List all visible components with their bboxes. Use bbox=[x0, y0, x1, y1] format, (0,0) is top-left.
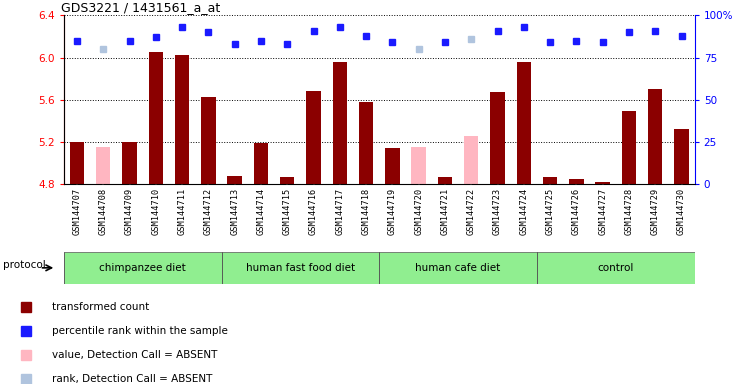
Bar bbox=[596, 182, 610, 184]
Text: GSM144728: GSM144728 bbox=[625, 188, 633, 235]
Text: GSM144716: GSM144716 bbox=[309, 188, 318, 235]
Bar bbox=[438, 177, 452, 184]
Bar bbox=[228, 176, 242, 184]
Text: human cafe diet: human cafe diet bbox=[415, 263, 501, 273]
Text: GSM144724: GSM144724 bbox=[520, 188, 528, 235]
Text: GSM144722: GSM144722 bbox=[467, 188, 475, 235]
Bar bbox=[379, 252, 537, 284]
Bar bbox=[648, 89, 662, 184]
Bar bbox=[537, 252, 695, 284]
Text: GSM144715: GSM144715 bbox=[283, 188, 291, 235]
Bar bbox=[333, 62, 347, 184]
Bar bbox=[175, 56, 189, 184]
Text: human fast food diet: human fast food diet bbox=[246, 263, 355, 273]
Bar bbox=[122, 142, 137, 184]
Text: GSM144710: GSM144710 bbox=[152, 188, 160, 235]
Text: GSM144718: GSM144718 bbox=[362, 188, 370, 235]
Bar bbox=[96, 147, 110, 184]
Text: GSM144730: GSM144730 bbox=[677, 188, 686, 235]
Bar bbox=[490, 93, 505, 184]
Bar bbox=[222, 252, 379, 284]
Text: protocol: protocol bbox=[3, 260, 46, 270]
Text: GSM144709: GSM144709 bbox=[125, 188, 134, 235]
Text: GSM144717: GSM144717 bbox=[336, 188, 344, 235]
Text: value, Detection Call = ABSENT: value, Detection Call = ABSENT bbox=[52, 350, 217, 360]
Text: GSM144711: GSM144711 bbox=[178, 188, 186, 235]
Text: rank, Detection Call = ABSENT: rank, Detection Call = ABSENT bbox=[52, 374, 212, 384]
Text: GSM144725: GSM144725 bbox=[546, 188, 554, 235]
Bar bbox=[149, 52, 163, 184]
Bar bbox=[201, 97, 216, 184]
Bar bbox=[674, 129, 689, 184]
Text: GSM144723: GSM144723 bbox=[493, 188, 502, 235]
Text: GSM144726: GSM144726 bbox=[572, 188, 581, 235]
Bar bbox=[359, 102, 373, 184]
Text: GSM144720: GSM144720 bbox=[415, 188, 423, 235]
Text: GSM144719: GSM144719 bbox=[388, 188, 397, 235]
Bar bbox=[254, 143, 268, 184]
Bar bbox=[64, 252, 222, 284]
Bar bbox=[385, 148, 400, 184]
Bar bbox=[622, 111, 636, 184]
Bar bbox=[517, 62, 531, 184]
Text: GSM144727: GSM144727 bbox=[599, 188, 607, 235]
Bar bbox=[412, 147, 426, 184]
Text: GDS3221 / 1431561_a_at: GDS3221 / 1431561_a_at bbox=[61, 1, 220, 14]
Bar bbox=[70, 142, 84, 184]
Text: GSM144713: GSM144713 bbox=[231, 188, 239, 235]
Bar bbox=[280, 177, 294, 184]
Text: GSM144729: GSM144729 bbox=[651, 188, 659, 235]
Text: percentile rank within the sample: percentile rank within the sample bbox=[52, 326, 228, 336]
Bar bbox=[464, 136, 478, 184]
Text: GSM144721: GSM144721 bbox=[441, 188, 449, 235]
Text: GSM144708: GSM144708 bbox=[99, 188, 107, 235]
Bar bbox=[569, 179, 584, 184]
Text: chimpanzee diet: chimpanzee diet bbox=[99, 263, 186, 273]
Bar bbox=[543, 177, 557, 184]
Text: GSM144712: GSM144712 bbox=[204, 188, 213, 235]
Bar bbox=[306, 91, 321, 184]
Text: control: control bbox=[598, 263, 634, 273]
Text: GSM144707: GSM144707 bbox=[73, 188, 81, 235]
Text: transformed count: transformed count bbox=[52, 302, 149, 312]
Text: GSM144714: GSM144714 bbox=[257, 188, 265, 235]
